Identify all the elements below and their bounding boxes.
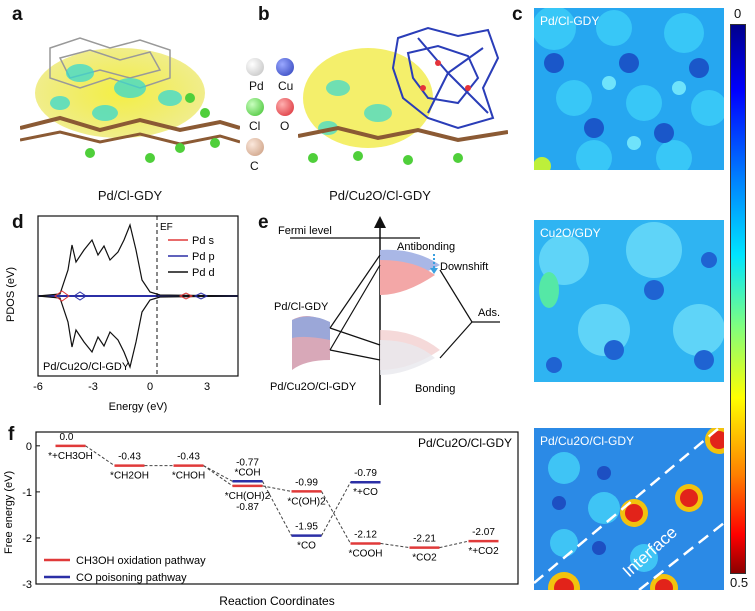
blue-step-label: *COH (234, 467, 260, 478)
red-step-label: *C(OH)2 (287, 496, 326, 507)
legend-pd-s: Pd s (192, 235, 215, 247)
legend-label: CH3OH oxidation pathway (76, 555, 206, 567)
legend-cu-label: Cu (278, 79, 294, 93)
structure-b-image (298, 26, 508, 165)
legend-pd-d: Pd d (192, 267, 215, 279)
free-energy-chart: 0 -1 -2 -3 Free energy (eV) Reaction Coordina… (3, 431, 519, 608)
red-step-label: *+CO2 (468, 546, 499, 557)
x-axis-label: Reaction Coordinates (219, 594, 334, 608)
red-value-label: -0.43 (118, 452, 141, 463)
panel-e-label: e (258, 212, 269, 233)
pdos-xlabel: Energy (eV) (109, 401, 168, 413)
pdos-xtick: 3 (204, 381, 210, 393)
pdos-legend: Pd s Pd p Pd d (168, 235, 215, 279)
blue-value-label: -0.79 (354, 468, 377, 479)
map-title-pd-cl-gdy: Pd/Cl-GDY (540, 14, 600, 28)
connector-line (321, 491, 351, 544)
panel-f-label: f (8, 424, 15, 445)
pd-atom-icon (246, 58, 264, 76)
pdos-xtick: 0 (147, 381, 153, 393)
red-value-label: -2.07 (472, 527, 495, 538)
chart-title: Pd/Cu2O/Cl-GDY (418, 436, 512, 450)
panel-c-label: c (512, 4, 523, 25)
connector-line (321, 481, 351, 536)
connector-line (262, 481, 292, 536)
red-value-label: -0.87 (236, 502, 259, 513)
red-step-label: *CO2 (412, 553, 437, 564)
connector-line (203, 465, 233, 487)
y-tick-label: -3 (22, 579, 32, 591)
element-legend: Pd Cu Cl O C (244, 58, 304, 188)
legend-c-label: C (250, 159, 259, 173)
ads-label: Ads. (478, 307, 500, 319)
panel-a-label: a (12, 4, 23, 25)
blue-step-label: *CO (297, 541, 316, 552)
panel-a-caption: Pd/Cl-GDY (97, 188, 163, 203)
panel-b-caption: Pd/Cu2O/Cl-GDY (329, 188, 431, 203)
blue-value-label: -1.95 (295, 522, 318, 533)
cu-atom-icon (276, 58, 294, 76)
map-title-pd-cu2o-cl-gdy: Pd/Cu2O/Cl-GDY (540, 434, 635, 448)
red-step-label: *CH(OH)2 (225, 491, 271, 502)
ef-label: EF (160, 222, 173, 233)
legend-label: CO poisoning pathway (76, 572, 187, 584)
dband-schematic: Fermi level Antibonding Downshift Ads. B… (270, 216, 500, 405)
connector-line (203, 465, 233, 482)
colorbar (730, 24, 746, 574)
panel-d-label: d (12, 212, 24, 233)
legend-pd-label: Pd (249, 79, 264, 93)
connector-line (439, 540, 469, 549)
red-value-label: -0.99 (295, 477, 318, 488)
red-step-label: *COOH (349, 548, 383, 559)
y-tick-label: -1 (22, 487, 32, 499)
colorbar-bottom-label: 0.5 (730, 575, 749, 590)
pdos-xtick: -3 (88, 381, 98, 393)
y-axis-label: Free energy (eV) (3, 471, 15, 554)
legend-pd-p: Pd p (192, 251, 215, 263)
panel-b-label: b (258, 4, 270, 25)
blue-step-label: *+CO (353, 487, 378, 498)
y-tick-label: 0 (26, 441, 32, 453)
pdos-plot: EF Pd s Pd p Pd d Pd/Cu2O/Cl-GDY PDOS (e… (5, 215, 239, 413)
red-step-label: *CHOH (172, 471, 205, 482)
pdos-xtick: -6 (33, 381, 43, 393)
red-step-label: *CH2OH (110, 471, 149, 482)
fermi-level-label: Fermi level (278, 225, 332, 237)
map-cu2o-gdy: Cu2O/GDY (534, 220, 724, 382)
blue-value-label: -0.77 (236, 457, 259, 468)
connector-line (85, 445, 115, 467)
colorbar-top-label: 0 (734, 6, 742, 21)
map-title-cu2o-gdy: Cu2O/GDY (540, 226, 601, 240)
red-value-label: -2.12 (354, 529, 377, 540)
red-step-label: *+CH3OH (48, 451, 93, 462)
pdos-sample-label: Pd/Cu2O/Cl-GDY (43, 361, 130, 373)
bonding-label: Bonding (415, 383, 455, 395)
y-tick-label: -2 (22, 533, 32, 545)
structure-a-image (20, 37, 240, 163)
map-pd-cu2o-cl-gdy: Interface Pd/Cu2O/Cl-GDY (534, 428, 724, 590)
red-value-label: 0.0 (60, 432, 74, 443)
plot-frame (35, 431, 519, 585)
legend-o-label: O (280, 119, 290, 133)
red-value-label: -0.43 (177, 452, 200, 463)
o-atom-icon (276, 98, 294, 116)
downshift-label: Downshift (440, 261, 488, 273)
connector-line (380, 542, 410, 549)
pd-cu2o-cl-gdy-label: Pd/Cu2O/Cl-GDY (270, 381, 357, 393)
pd-cl-gdy-label: Pd/Cl-GDY (274, 301, 329, 313)
cl-atom-icon (246, 98, 264, 116)
legend-cl-label: Cl (249, 119, 261, 133)
antibonding-label: Antibonding (397, 241, 455, 253)
red-value-label: -2.21 (413, 534, 436, 545)
pdos-ylabel: PDOS (eV) (5, 267, 17, 322)
map-pd-cl-gdy: Pd/Cl-GDY (534, 8, 724, 170)
interface-label: Interface (619, 523, 681, 581)
c-atom-icon (246, 138, 264, 156)
